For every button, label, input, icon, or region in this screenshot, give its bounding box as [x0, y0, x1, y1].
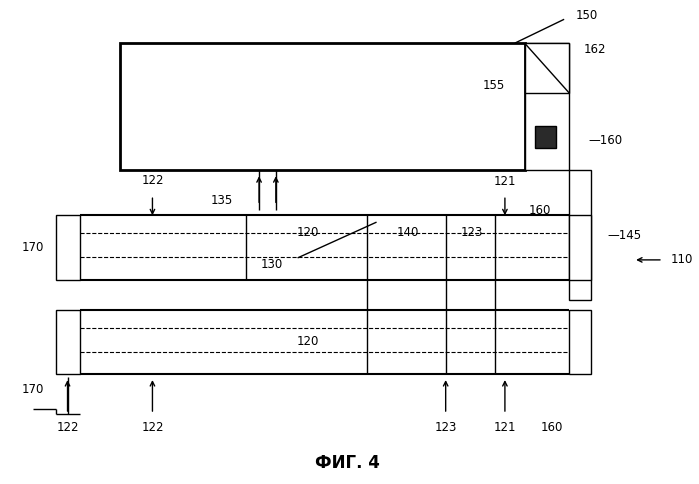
Bar [569, 170, 591, 300]
Text: 150: 150 [576, 9, 598, 22]
Bar [56, 215, 80, 280]
Text: 162: 162 [584, 43, 607, 56]
Bar [120, 43, 525, 170]
Text: 123: 123 [435, 421, 457, 434]
Text: 140: 140 [397, 226, 419, 239]
Text: 155: 155 [483, 79, 505, 92]
Text: —145: —145 [607, 228, 642, 242]
Text: 160: 160 [541, 421, 563, 434]
Bar [569, 215, 591, 280]
Bar [56, 310, 80, 374]
Text: ФИГ. 4: ФИГ. 4 [315, 454, 380, 472]
Text: 122: 122 [57, 421, 79, 434]
Bar [525, 43, 569, 93]
Text: 160: 160 [528, 204, 551, 217]
Bar [525, 43, 569, 170]
Text: 170: 170 [22, 242, 44, 255]
Text: 121: 121 [493, 421, 516, 434]
Text: 123: 123 [461, 226, 484, 239]
Text: —160: —160 [589, 134, 623, 147]
Bar [569, 310, 591, 374]
Text: 120: 120 [296, 335, 319, 348]
Text: 120: 120 [296, 226, 319, 239]
Text: 170: 170 [22, 383, 44, 395]
Text: 135: 135 [211, 194, 233, 207]
Text: 130: 130 [261, 258, 283, 272]
Text: 110: 110 [671, 254, 693, 266]
Text: 122: 122 [141, 421, 164, 434]
Bar [535, 126, 556, 148]
Text: 121: 121 [493, 175, 516, 188]
Text: 122: 122 [141, 174, 164, 187]
